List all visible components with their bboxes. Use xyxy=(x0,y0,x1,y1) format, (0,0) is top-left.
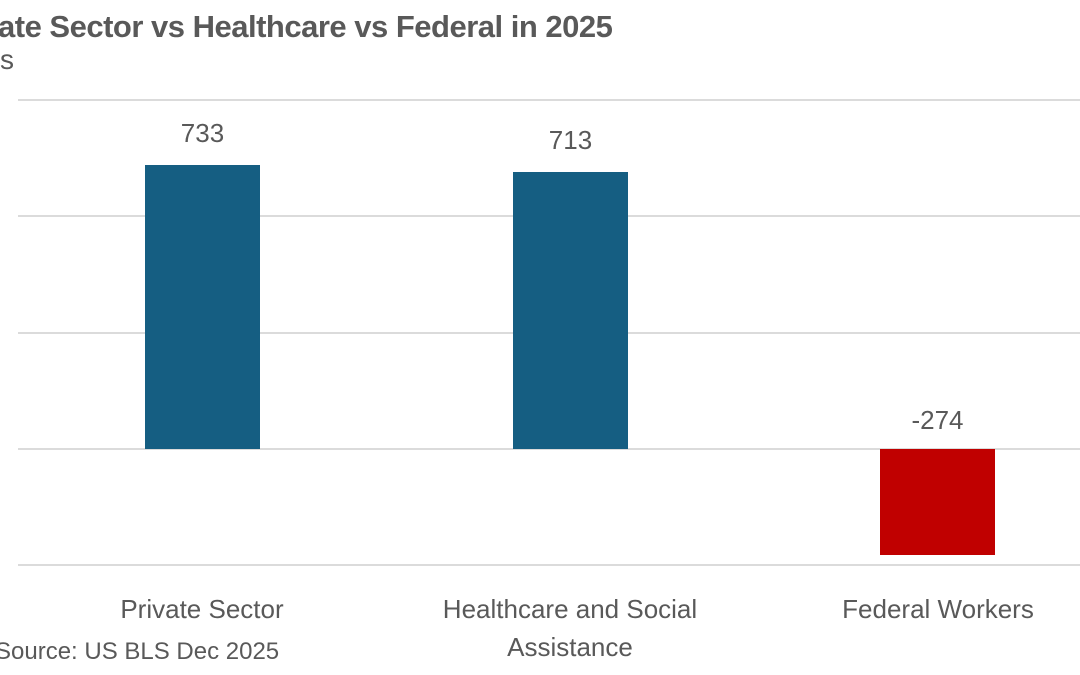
category-label-private-sector: Private Sector xyxy=(120,594,284,624)
gridline-y-900 xyxy=(18,99,1080,101)
bar-healthcare-social-assistance xyxy=(513,172,628,449)
plot-area: 733 713 -274 xyxy=(18,99,1080,566)
value-label-713: 713 xyxy=(548,125,593,156)
category-label-federal-workers: Federal Workers xyxy=(842,594,1034,624)
chart-title: ate Sector vs Healthcare vs Federal in 2… xyxy=(0,9,613,44)
gridline-y--300 xyxy=(18,564,1080,566)
source-note: Source: US BLS Dec 2025 xyxy=(0,638,280,665)
gridline-y-0 xyxy=(18,447,1080,450)
bar-federal-workers xyxy=(880,448,995,555)
chart-subtitle-cropped: s xyxy=(0,44,14,75)
value-label-733: 733 xyxy=(180,117,225,148)
bar-private-sector xyxy=(145,164,260,449)
value-label--274: -274 xyxy=(911,404,964,435)
category-label-healthcare-social-assistance: Healthcare and Social Assistance xyxy=(442,594,698,662)
